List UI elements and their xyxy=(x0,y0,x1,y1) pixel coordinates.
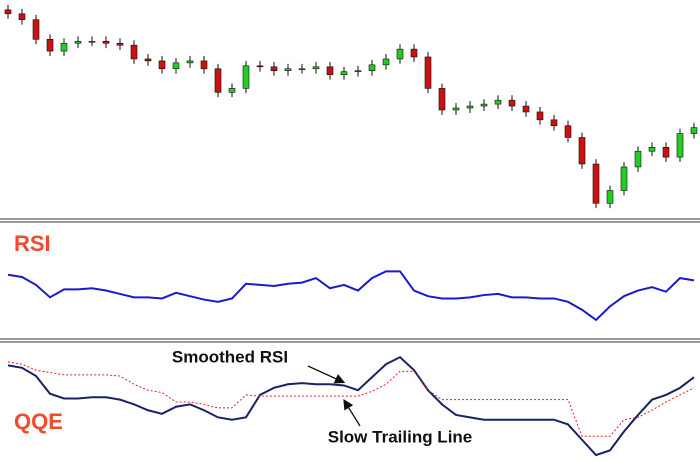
candle-body xyxy=(564,125,572,138)
candle-body xyxy=(480,103,488,107)
series-line xyxy=(7,355,695,457)
candle-body xyxy=(74,40,82,44)
candle-body xyxy=(690,127,698,134)
candle-body xyxy=(284,68,292,72)
candle-body xyxy=(46,39,54,52)
candle-body xyxy=(452,107,460,111)
candle-body xyxy=(32,19,40,40)
series-line xyxy=(7,270,695,322)
candle-body xyxy=(494,99,502,105)
candle-body xyxy=(396,48,404,60)
candle-body xyxy=(256,65,264,68)
annotation-arrow xyxy=(307,365,346,384)
panel-title: QQE xyxy=(14,409,63,434)
candle-body xyxy=(88,40,96,43)
candle-body xyxy=(130,44,138,60)
candle-body xyxy=(158,60,166,70)
candle-body xyxy=(424,56,432,89)
candle-body xyxy=(228,88,236,93)
candle-body xyxy=(676,133,684,158)
candle-body xyxy=(634,150,642,168)
candle-body xyxy=(60,42,68,52)
candle-body xyxy=(648,147,656,152)
candle-body xyxy=(144,58,152,62)
candle-body xyxy=(382,58,390,66)
candle-body xyxy=(102,40,110,44)
candle-body xyxy=(242,65,250,89)
candle-body xyxy=(550,119,558,127)
candle-body xyxy=(172,62,180,70)
candle-body xyxy=(438,88,446,111)
candle-body xyxy=(340,71,348,75)
candle-body xyxy=(368,64,376,72)
annotation: Smoothed RSI xyxy=(172,347,288,366)
candle-body xyxy=(18,13,26,20)
annotation-arrow xyxy=(343,398,361,427)
candle-body xyxy=(354,70,362,73)
candle-body xyxy=(578,137,586,165)
candle-body xyxy=(186,60,194,64)
candle-body xyxy=(410,48,418,58)
panel-title: RSI xyxy=(14,231,51,256)
candle-body xyxy=(214,68,222,93)
candle-body xyxy=(592,163,600,204)
candle-body xyxy=(508,99,516,107)
candle-body xyxy=(298,68,306,71)
candle-body xyxy=(606,190,614,204)
candle-body xyxy=(326,66,334,75)
candle-body xyxy=(312,66,320,70)
candle-body xyxy=(4,9,12,15)
candle-body xyxy=(662,147,670,158)
candle-body xyxy=(200,60,208,70)
candle-body xyxy=(116,42,124,46)
series-line xyxy=(7,361,695,437)
annotation: Slow Trailing Line xyxy=(328,427,473,446)
candle-body xyxy=(270,66,278,72)
candle-body xyxy=(466,105,474,109)
candle-body xyxy=(522,105,530,113)
candle-body xyxy=(536,111,544,121)
candle-body xyxy=(620,166,628,191)
